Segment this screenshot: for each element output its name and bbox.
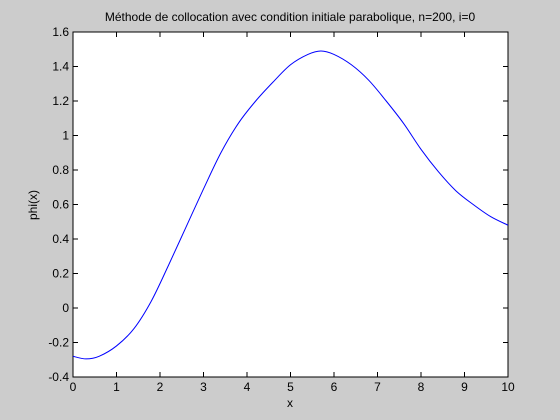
plot-area — [72, 31, 509, 378]
x-tick-label: 4 — [244, 380, 251, 394]
x-tick-label: 2 — [157, 380, 164, 394]
x-tick-label: 0 — [70, 380, 77, 394]
y-tick-label: -0.4 — [48, 370, 69, 384]
x-tick-label: 6 — [331, 380, 338, 394]
series-line — [72, 50, 509, 360]
tick-marks — [72, 31, 509, 378]
y-axis-label: phi(x) — [26, 190, 40, 220]
x-tick-label: 5 — [287, 380, 294, 394]
tick-labels: 0 1 2 3 4 5 6 7 8 9 10 -0.4 -0.2 0 0.2 0.4 0.6 0.8 1 1.2 1.4… — [48, 25, 515, 394]
y-tick-label: 0.2 — [52, 267, 69, 281]
x-tick-label: 8 — [418, 380, 425, 394]
y-tick-label: 1 — [62, 129, 69, 143]
y-tick-label: -0.2 — [48, 336, 69, 350]
x-tick-label: 7 — [374, 380, 381, 394]
chart-title: Méthode de collocation avec condition in… — [105, 10, 476, 24]
x-tick-label: 1 — [113, 380, 120, 394]
x-tick-label: 3 — [200, 380, 207, 394]
x-tick-label: 9 — [461, 380, 468, 394]
y-tick-label: 0 — [62, 301, 69, 315]
y-tick-label: 0.6 — [52, 198, 69, 212]
x-tick-label: 10 — [501, 380, 515, 394]
x-axis-label: x — [287, 396, 293, 410]
y-tick-label: 0.8 — [52, 163, 69, 177]
y-tick-label: 1.2 — [52, 94, 69, 108]
y-tick-label: 0.4 — [52, 232, 69, 246]
y-tick-label: 1.4 — [52, 60, 69, 74]
y-tick-label: 1.6 — [52, 25, 69, 39]
